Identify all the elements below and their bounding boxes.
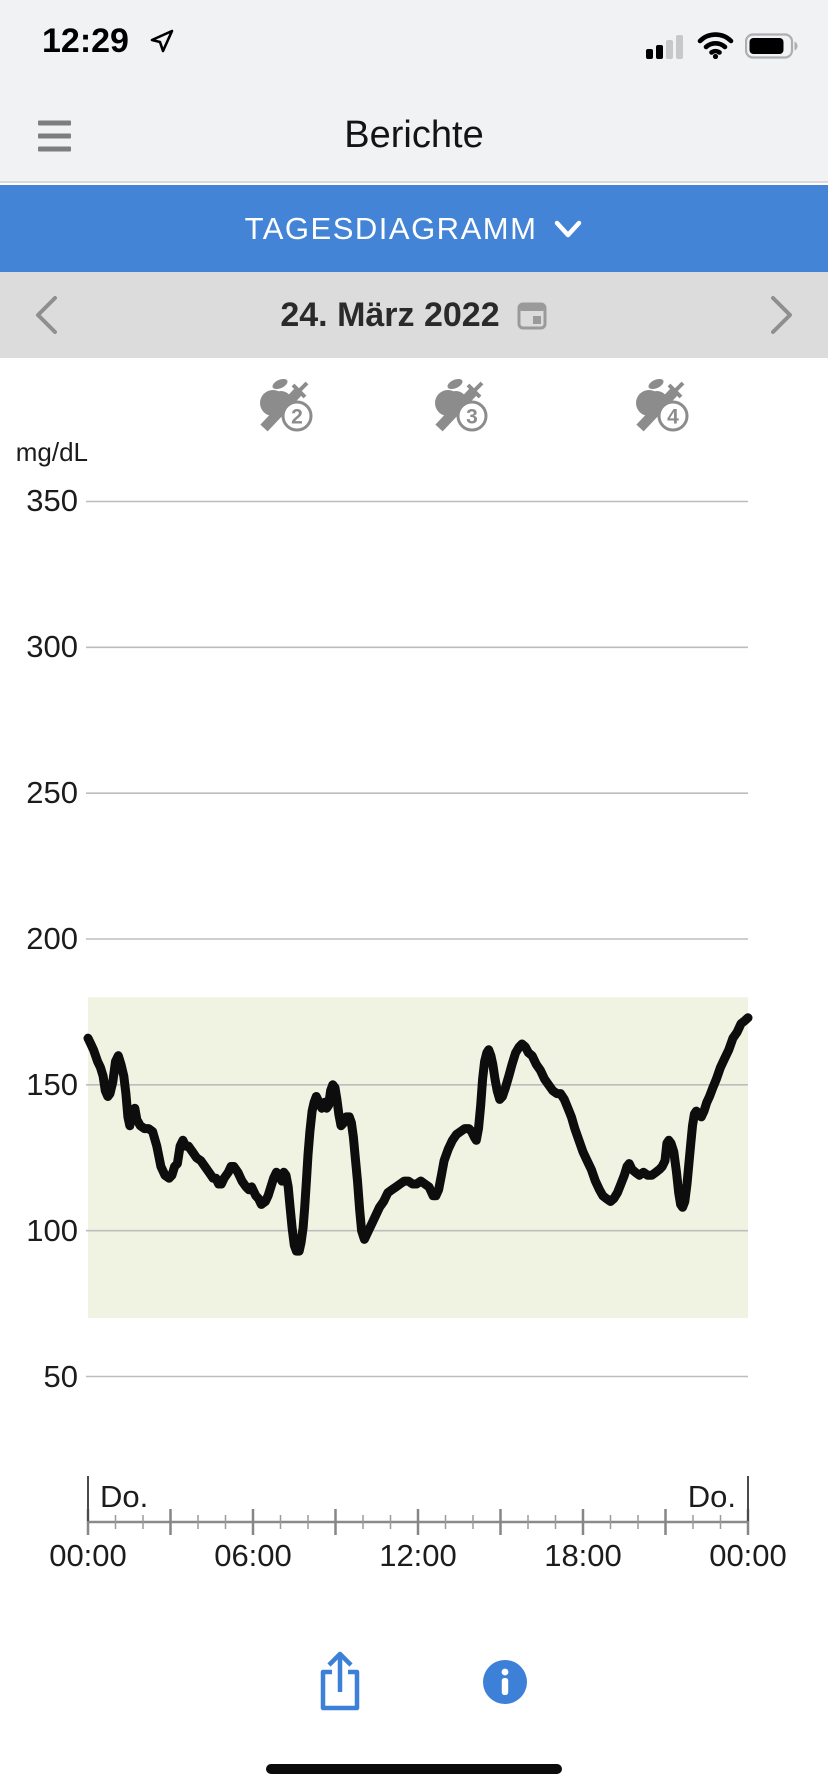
event-marker-2[interactable]: 2 — [254, 376, 316, 439]
date-label: 24. März 2022 — [280, 295, 500, 334]
menu-button[interactable] — [32, 114, 77, 157]
chevron-down-icon — [555, 220, 582, 237]
wifi-icon — [697, 32, 734, 59]
calendar-button[interactable] — [516, 299, 548, 331]
svg-text:4: 4 — [667, 406, 679, 429]
glucose-trace — [83, 1013, 753, 1256]
status-icons — [646, 32, 801, 59]
hamburger-icon — [38, 120, 71, 125]
svg-text:2: 2 — [291, 406, 303, 429]
info-icon — [483, 1660, 527, 1704]
event-marker-4[interactable]: 4 — [630, 376, 692, 439]
svg-text:3: 3 — [466, 406, 478, 429]
calendar-icon — [517, 302, 547, 330]
report-type-selector[interactable]: TAGESDIAGRAMM — [0, 185, 828, 272]
target-range-band — [88, 997, 748, 1319]
status-time: 12:29 — [42, 22, 129, 60]
chevron-right-icon — [771, 296, 792, 334]
nav-bar: Berichte — [0, 90, 828, 183]
location-icon — [150, 29, 174, 53]
glucose-chart-canvas[interactable] — [0, 358, 828, 1600]
info-button[interactable] — [481, 1658, 529, 1709]
date-display: 24. März 2022 — [92, 296, 736, 335]
event-marker-3[interactable]: 3 — [429, 376, 491, 439]
status-bar: 12:29 — [0, 0, 828, 90]
prev-day-button[interactable] — [0, 272, 92, 358]
chevron-left-icon — [36, 296, 57, 334]
share-icon — [320, 1651, 360, 1711]
apple-insulin-icon: 3 — [435, 378, 488, 432]
apple-insulin-icon: 2 — [260, 378, 313, 432]
share-button[interactable] — [316, 1648, 364, 1715]
page-title: Berichte — [344, 114, 484, 156]
home-indicator[interactable] — [266, 1764, 562, 1774]
cellular-signal-icon — [646, 35, 683, 59]
next-day-button[interactable] — [736, 272, 828, 358]
report-type-label: TAGESDIAGRAMM — [244, 210, 538, 246]
battery-icon — [745, 33, 798, 59]
apple-insulin-icon: 4 — [636, 378, 689, 432]
daily-glucose-chart — [0, 358, 828, 1600]
date-navigation-bar: 24. März 2022 — [0, 272, 828, 358]
